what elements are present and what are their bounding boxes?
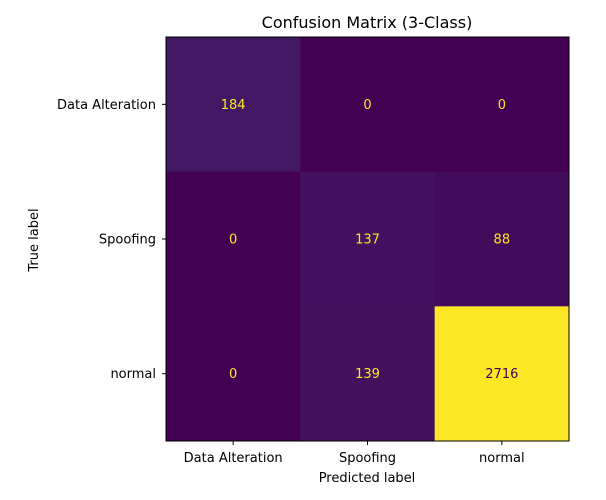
cell-value-label: 137 bbox=[355, 233, 380, 248]
x-tick-label: normal bbox=[479, 451, 525, 466]
y-axis-label: True label bbox=[27, 208, 42, 272]
cell-value-label: 88 bbox=[494, 233, 511, 248]
y-tick-label: Spoofing bbox=[99, 233, 156, 248]
heatmap-cell bbox=[434, 171, 570, 307]
cell-value-label: 0 bbox=[363, 98, 371, 113]
y-axis-ticks: Data Alteration Spoofing normal bbox=[57, 98, 166, 382]
y-tick-label: Data Alteration bbox=[57, 98, 156, 113]
heatmap-cell bbox=[166, 37, 301, 173]
heatmap-cell bbox=[166, 171, 301, 307]
x-tick-label: Spoofing bbox=[339, 451, 396, 466]
x-axis-label: Predicted label bbox=[319, 471, 416, 486]
cell-value-label: 2716 bbox=[485, 367, 518, 382]
x-tick-label: Data Alteration bbox=[184, 451, 283, 466]
cell-value-label: 0 bbox=[498, 98, 506, 113]
x-axis-ticks: Data Alteration Spoofing normal bbox=[184, 441, 525, 466]
cell-value-label: 0 bbox=[229, 367, 237, 382]
heatmap-cell bbox=[300, 171, 436, 307]
heatmap-cell bbox=[300, 37, 436, 173]
chart-title: Confusion Matrix (3-Class) bbox=[262, 13, 473, 32]
heatmap-cells bbox=[166, 37, 570, 442]
heatmap-value-labels: 184 0 0 0 137 88 0 139 2716 bbox=[221, 98, 519, 382]
heatmap-cell bbox=[166, 306, 301, 442]
cell-value-label: 184 bbox=[221, 98, 246, 113]
y-tick-label: normal bbox=[110, 367, 156, 382]
heatmap-cell bbox=[434, 37, 570, 173]
cell-value-label: 139 bbox=[355, 367, 380, 382]
heatmap-cell bbox=[300, 306, 436, 442]
heatmap-cell bbox=[434, 306, 570, 442]
cell-value-label: 0 bbox=[229, 233, 237, 248]
